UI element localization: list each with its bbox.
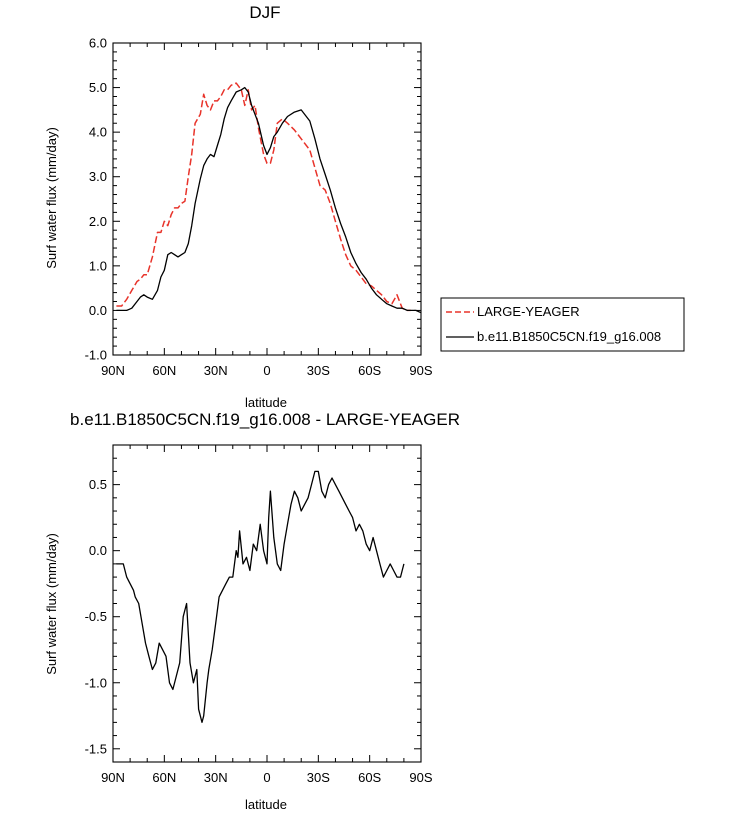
chart-title-top: DJF	[249, 3, 280, 22]
x-tick-label: 90N	[101, 770, 125, 785]
series-line-1-0	[116, 470, 405, 724]
y-tick-label: 4.0	[89, 125, 107, 140]
x-tick-label: 60N	[152, 770, 176, 785]
y-tick-label: 0.5	[89, 477, 107, 492]
x-axis-label-top: latitude	[245, 395, 287, 410]
axes-bottom: 90N 60N 30N 0 30S 60S 90S -1.5 -1.0 -0.5 0.0 0.5	[85, 444, 433, 785]
x-tick-label: 0	[263, 363, 270, 378]
x-tick-label: 30N	[204, 770, 228, 785]
x-tick-label: 60S	[358, 770, 381, 785]
x-axis-label-bottom: latitude	[245, 797, 287, 812]
y-tick-label: -1.0	[85, 348, 107, 363]
legend-label-model: b.e11.B1850C5CN.f19_g16.008	[477, 329, 661, 344]
plot-frame-0	[112, 42, 422, 356]
top-chart: DJF Surf water flux (mm/day) latitude 90…	[44, 3, 685, 410]
x-tick-label: 60S	[358, 363, 381, 378]
y-tick-label: -1.0	[85, 675, 107, 690]
y-tick-label: 3.0	[89, 169, 107, 184]
x-tick-label: 90S	[409, 770, 432, 785]
x-tick-label: 30S	[307, 363, 330, 378]
legend: LARGE-YEAGER b.e11.B1850C5CN.f19_g16.008	[440, 297, 685, 352]
bottom-chart: b.e11.B1850C5CN.f19_g16.008 - LARGE-YEAG…	[44, 410, 460, 812]
y-tick-label: -1.5	[85, 741, 107, 756]
series-lines-bottom	[116, 470, 405, 724]
legend-label-large-yeager: LARGE-YEAGER	[477, 304, 580, 319]
x-tick-label: 0	[263, 770, 270, 785]
y-axis-label-top: Surf water flux (mm/day)	[44, 127, 59, 269]
y-tick-label: 5.0	[89, 80, 107, 95]
y-tick-label: 1.0	[89, 258, 107, 273]
plot-frame-1	[112, 444, 422, 763]
x-tick-label: 90N	[101, 363, 125, 378]
series-lines-top	[116, 82, 422, 314]
y-tick-label: 6.0	[89, 36, 107, 51]
y-tick-label: 0.0	[89, 303, 107, 318]
y-axis-label-bottom: Surf water flux (mm/day)	[44, 533, 59, 675]
chart-title-bottom: b.e11.B1850C5CN.f19_g16.008 - LARGE-YEAG…	[70, 410, 460, 429]
y-tick-label: 0.0	[89, 543, 107, 558]
x-tick-label: 30N	[204, 363, 228, 378]
y-tick-label: -0.5	[85, 609, 107, 624]
y-tick-label: 2.0	[89, 214, 107, 229]
x-tick-label: 30S	[307, 770, 330, 785]
series-line-0-1	[116, 86, 422, 314]
x-tick-label: 90S	[409, 363, 432, 378]
x-tick-label: 60N	[152, 363, 176, 378]
axes-top: 90N 60N 30N 0 30S 60S 90S -1.0 0.0 1.0 2.0 3.0 4.0 5.…	[85, 36, 433, 379]
legend-box	[440, 297, 685, 352]
series-line-0-0	[116, 82, 411, 312]
